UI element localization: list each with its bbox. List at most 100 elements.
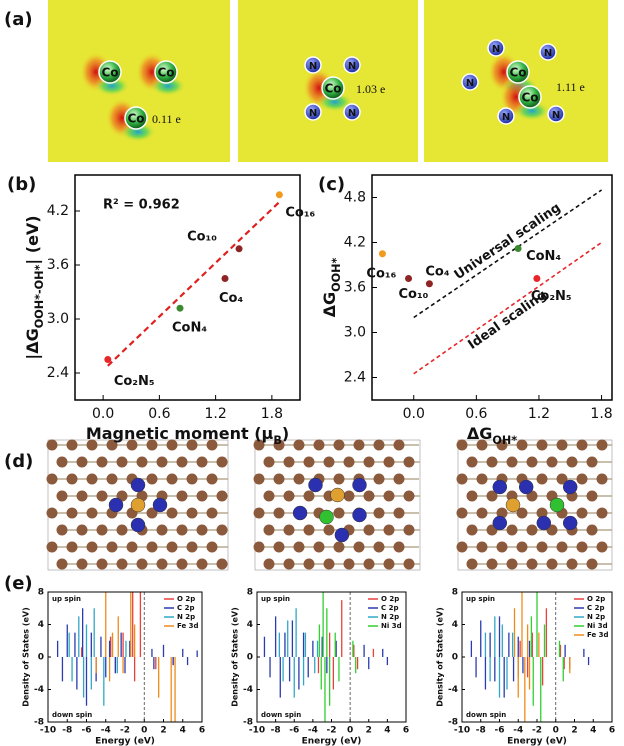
c-atom [403,456,415,468]
c-atom [56,456,68,468]
c-atom [496,439,508,451]
c-atom [176,524,188,536]
x-tick-label: 0 [347,726,353,736]
c-atom [343,456,355,468]
c-atom [403,524,415,536]
structure-image [456,439,613,571]
c-atom [516,507,528,519]
dopant-atom [549,497,565,513]
c-atom [106,439,118,451]
c-atom [373,439,385,451]
x-tick-label: 6 [403,726,409,736]
point [104,356,112,363]
c-atom [76,558,88,570]
y-tick-label: 8 [38,588,44,598]
c-atom [456,541,468,553]
x-tick-label: 0 [553,726,559,736]
c-atom [126,541,138,553]
c-atom [516,439,528,451]
legend-label: N 2p [177,613,195,621]
c-atom [166,473,178,485]
point-label: CoN₄ [172,321,207,336]
c-atom [96,524,108,536]
c-atom [283,490,295,502]
c-atom [66,473,78,485]
c-atom [466,490,478,502]
c-atom [496,541,508,553]
c-atom [486,558,498,570]
c-atom [556,439,568,451]
y-tick-label: 0 [38,653,44,663]
c-atom [176,456,188,468]
point-label: Co₁₀ [399,287,429,302]
panel-label: (c) [318,174,345,195]
c-atom [576,473,588,485]
atom-label: Co [101,66,118,80]
c-atom [476,507,488,519]
c-atom [273,473,285,485]
c-atom [196,524,208,536]
c-atom [383,490,395,502]
x-tick-label: -8 [62,726,72,736]
dopant-atom [130,497,146,513]
legend-label: O 2p [381,595,399,603]
dopant-atom [505,497,521,513]
n-atom [461,73,479,91]
dopant-atom [130,477,146,493]
c-atom [196,490,208,502]
c-atom [303,456,315,468]
c-atom [536,541,548,553]
c-atom [506,524,518,536]
c-atom [263,524,275,536]
x-axis-label-part: B [273,434,282,447]
x-tick-label: -8 [271,726,281,736]
c-atom [303,524,315,536]
c-atom [466,456,478,468]
x-tick-label: 1.8 [261,406,283,422]
y-tick-label: 4.8 [344,190,366,206]
c-atom [476,439,488,451]
x-tick-label: 4 [590,726,596,736]
c-atom [56,558,68,570]
dopant-atom [518,479,534,495]
spin-label: up spin [466,595,495,603]
y-tick-label: 2.4 [47,365,69,381]
plot-frame [74,174,301,401]
c-atom [576,507,588,519]
x-axis-label: ΔGOH* [467,424,517,447]
atom-label: N [544,48,552,59]
c-atom [146,507,158,519]
x-axis-label-part: Magnetic moment (μ [86,424,274,443]
point [221,275,229,282]
x-axis-label-part: ΔG [467,424,493,443]
c-atom [313,541,325,553]
c-atom [566,558,578,570]
annotation: R² = 0.962 [103,198,180,213]
c-atom [456,473,468,485]
x-axis-label: Energy (eV) [302,737,362,746]
point-label: Co₄ [425,264,449,279]
c-atom [166,507,178,519]
c-atom [186,473,198,485]
y-tick-label: -4 [448,685,458,695]
c-atom [146,439,158,451]
y-axis-label-part: OOH*-OH* [33,265,46,329]
c-atom [393,541,405,553]
x-tick-label: -4 [513,726,523,736]
co-atom [321,76,345,100]
c-atom [86,439,98,451]
c-atom [216,558,228,570]
c-atom [216,490,228,502]
c-atom [273,541,285,553]
legend-label: C 2p [381,604,398,612]
structure-image [253,439,421,571]
c-atom [506,558,518,570]
c-atom [373,507,385,519]
c-atom [263,490,275,502]
y-tick-label: 8 [247,588,253,598]
c-atom [76,524,88,536]
c-atom [323,524,335,536]
c-atom [146,473,158,485]
y-tick-label: 4 [247,620,253,630]
atom-label: N [502,112,510,123]
